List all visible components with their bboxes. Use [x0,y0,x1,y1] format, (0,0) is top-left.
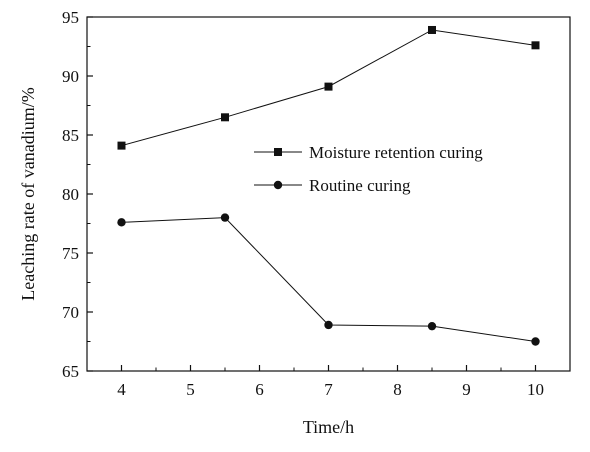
data-point-circle [531,337,540,346]
x-axis-title: Time/h [303,417,354,437]
axes: 65 70 75 80 85 90 95 4 5 6 7 8 9 10 [62,8,571,399]
legend-label: Moisture retention curing [309,143,483,162]
y-tick-label: 65 [62,362,79,381]
legend-marker-square [274,148,282,156]
data-point-circle [220,213,230,222]
y-axis-title: Leaching rate of vanadium/% [18,87,38,300]
x-tick-label: 4 [117,380,126,399]
x-tick-label: 9 [462,380,471,399]
series-layer [117,25,540,346]
data-point-square [221,113,229,122]
x-tick-label: 7 [324,380,333,399]
y-tick-label: 85 [62,126,79,145]
y-tick-label: 70 [62,303,79,322]
data-point-square [428,25,436,34]
data-point-square [531,41,540,50]
x-tick-label: 6 [255,380,264,399]
data-point-square [117,141,126,150]
x-tick-label: 10 [527,380,544,399]
y-tick-label: 90 [62,67,79,86]
data-point-square [324,82,333,91]
legend-label: Routine curing [309,176,411,195]
x-tick-label: 8 [393,380,402,399]
y-tick-label: 75 [62,244,79,263]
x-tick-label: 5 [186,380,195,399]
data-point-circle [427,321,437,331]
legend-marker-circle [273,180,283,190]
y-tick-label: 95 [62,8,79,27]
y-tick-label: 80 [62,185,79,204]
legend: Moisture retention curing Routine curing [254,143,483,195]
data-point-circle [117,218,126,227]
data-point-circle [324,320,333,330]
